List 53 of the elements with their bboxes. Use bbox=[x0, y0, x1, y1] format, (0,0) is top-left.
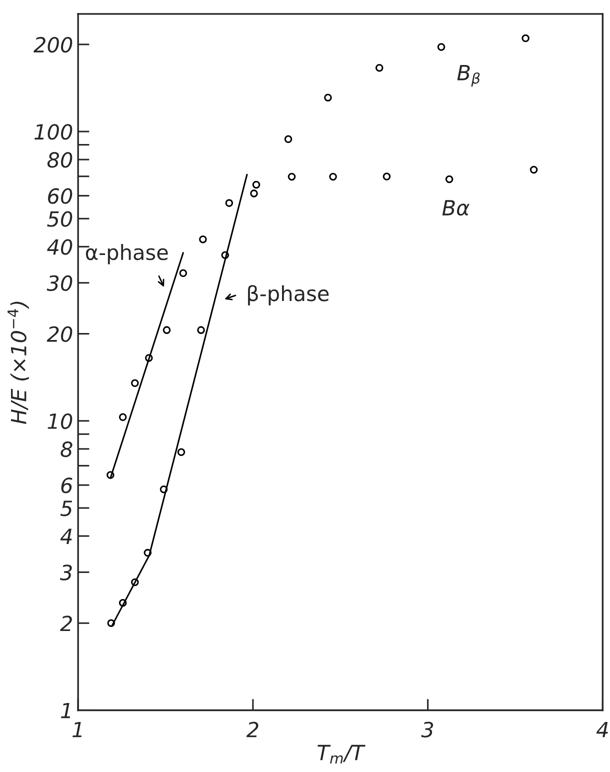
point bbox=[106, 471, 114, 479]
y-tick-label: 3 bbox=[60, 564, 72, 580]
y-tick-label: 40 bbox=[47, 239, 72, 255]
point bbox=[197, 326, 205, 334]
point bbox=[284, 135, 292, 144]
y-tick-label: 80 bbox=[47, 152, 72, 168]
point bbox=[177, 448, 186, 456]
annotation: β-phase bbox=[248, 285, 329, 306]
point bbox=[225, 199, 234, 207]
point bbox=[445, 175, 454, 184]
y-tick-label: 200 bbox=[34, 36, 72, 53]
point bbox=[530, 166, 538, 174]
y-tick-label: 6 bbox=[61, 478, 72, 494]
x-tick-label: 3 bbox=[421, 722, 434, 738]
point bbox=[324, 94, 332, 102]
point bbox=[118, 413, 127, 422]
point bbox=[131, 379, 139, 388]
point bbox=[118, 598, 127, 607]
point bbox=[160, 485, 168, 494]
point bbox=[221, 251, 230, 260]
y-tick-label: 50 bbox=[47, 211, 72, 227]
y-tick-label: 100 bbox=[34, 124, 72, 140]
point bbox=[179, 269, 188, 278]
x-axis-title: T$_{m}$/T bbox=[318, 744, 366, 764]
point bbox=[437, 43, 446, 51]
point bbox=[162, 326, 171, 334]
point bbox=[329, 172, 337, 181]
y-axis-title: H/E (×10$^{−4}$) bbox=[8, 302, 29, 424]
y-tick-label: 1 bbox=[60, 702, 70, 718]
y-tick-label: 5 bbox=[60, 500, 72, 516]
point bbox=[288, 172, 296, 181]
y-tick-label: 30 bbox=[46, 275, 72, 292]
point bbox=[145, 354, 153, 362]
y-tick-label: 20 bbox=[46, 326, 72, 342]
y-tick-label: 10 bbox=[48, 413, 72, 430]
y-tick-label: 2 bbox=[60, 616, 72, 632]
y-tick-label: 60 bbox=[48, 188, 72, 204]
annotation: B$_{β}$ bbox=[457, 65, 480, 87]
point bbox=[375, 64, 384, 72]
x-tick-label: 4 bbox=[596, 722, 608, 738]
annotation: α-phase bbox=[86, 244, 168, 264]
y-tick-label: 8 bbox=[60, 441, 72, 458]
point bbox=[199, 235, 207, 244]
y-tick-label: 4 bbox=[60, 528, 72, 544]
x-tick-label: 2 bbox=[246, 722, 258, 738]
annotation: Bα bbox=[442, 200, 470, 216]
point bbox=[107, 619, 116, 628]
point bbox=[522, 34, 530, 42]
point bbox=[252, 180, 260, 189]
point bbox=[144, 548, 152, 557]
point bbox=[382, 172, 391, 180]
point bbox=[250, 190, 258, 198]
point bbox=[131, 578, 139, 586]
